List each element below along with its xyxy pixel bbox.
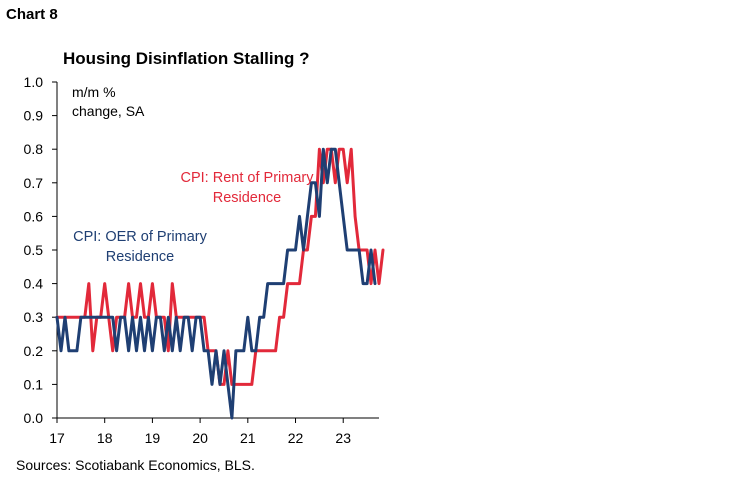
chart-title: Housing Disinflation Stalling ?: [63, 49, 310, 68]
source-note: Sources: Scotiabank Economics, BLS.: [16, 457, 255, 473]
y-tick-label: 0.3: [24, 309, 44, 325]
y-unit-line-2: change, SA: [72, 103, 145, 119]
y-tick-label: 1.0: [24, 74, 44, 90]
y-unit-label: m/m % change, SA: [72, 84, 145, 119]
y-tick-label: 0.1: [24, 376, 44, 392]
y-tick-label: 0.7: [24, 175, 44, 191]
rent-label-line-2: Residence: [213, 190, 282, 206]
x-tick-label: 22: [288, 430, 304, 446]
series-lines: [55, 147, 385, 420]
x-tick-label: 18: [97, 430, 113, 446]
x-tick-label: 20: [192, 430, 208, 446]
x-tick-label: 17: [49, 430, 65, 446]
oer-label-line-1: CPI: OER of Primary: [73, 229, 207, 245]
y-tick-label: 0.9: [24, 108, 44, 124]
y-unit-line-1: m/m %: [72, 84, 116, 100]
x-tick-label: 19: [145, 430, 161, 446]
x-axis: 17 18 19 20 21 22 23: [49, 417, 379, 446]
y-tick-label: 0.4: [24, 276, 44, 292]
oer-series-line: [55, 147, 377, 420]
y-tick-label: 0.2: [24, 343, 44, 359]
y-tick-label: 0.8: [24, 141, 44, 157]
oer-label-line-2: Residence: [106, 249, 175, 265]
x-tick-label: 23: [335, 430, 351, 446]
y-axis: 0.0 0.1 0.2 0.3 0.4 0.5 0.6 0.7 0.8 0.9 1.0: [24, 74, 58, 426]
y-tick-label: 0.6: [24, 208, 44, 224]
y-tick-label: 0.5: [24, 242, 44, 258]
rent-label-line-1: CPI: Rent of Primary: [181, 170, 315, 186]
chart-number: Chart 8: [6, 6, 58, 23]
x-tick-label: 21: [240, 430, 256, 446]
y-ticks: 0.0 0.1 0.2 0.3 0.4 0.5 0.6 0.7 0.8 0.9 1.0: [24, 74, 57, 426]
oer-series-label: CPI: OER of Primary Residence: [73, 229, 207, 265]
rent-series-label: CPI: Rent of Primary Residence: [181, 170, 315, 206]
y-tick-label: 0.0: [24, 410, 44, 426]
x-ticks: 17 18 19 20 21 22 23: [49, 418, 351, 446]
